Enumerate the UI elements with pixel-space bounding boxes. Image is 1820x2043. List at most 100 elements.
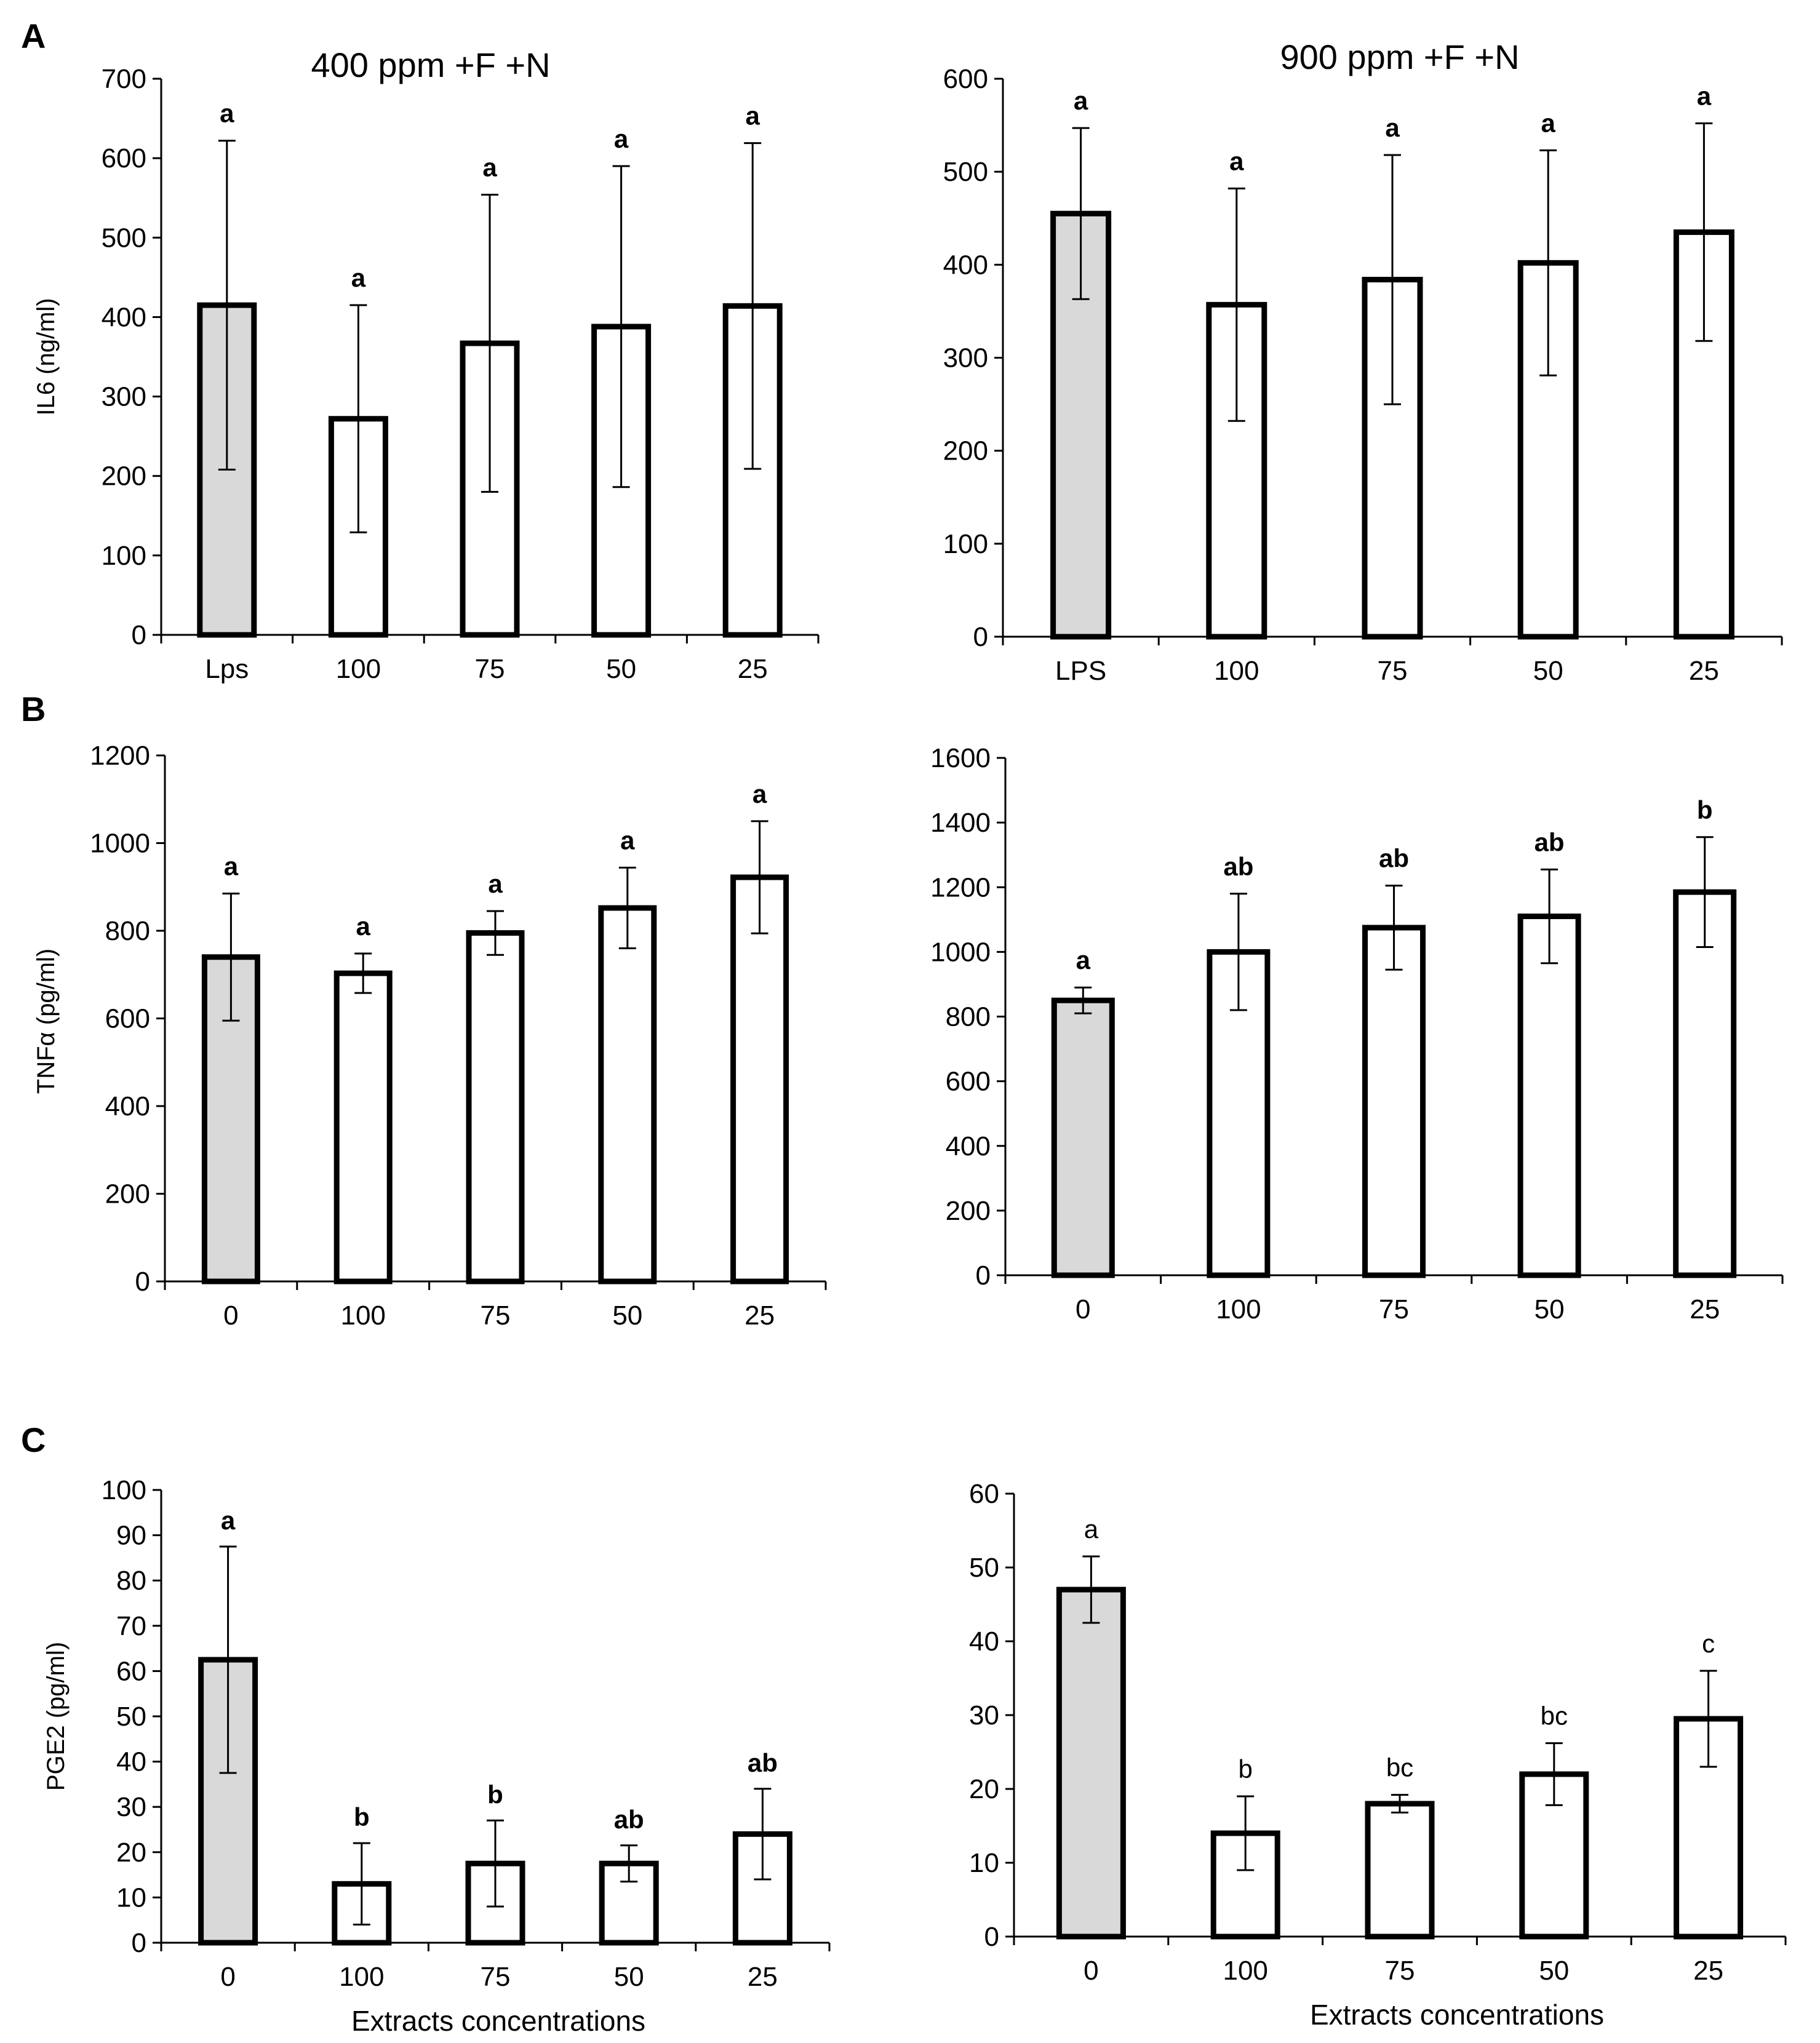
- bar: [1365, 1801, 1435, 1940]
- y-tick-label: 90: [116, 1521, 146, 1551]
- significance-label: a: [221, 1506, 236, 1535]
- chart-a-left: 400 ppm +F +N IL6 (ng/ml) 0 100 200 300 400 500…: [33, 46, 820, 684]
- significance-label: a: [1084, 1515, 1099, 1543]
- bar: [466, 930, 525, 1284]
- y-tick-label: 500: [943, 157, 988, 187]
- y-tick-label: 1000: [90, 829, 150, 859]
- bar: [598, 905, 657, 1284]
- significance-label: a: [746, 102, 760, 130]
- x-tick-label: 0: [220, 1962, 235, 1992]
- x-tick-label: 50: [614, 1962, 644, 1992]
- x-tick-label: 100: [1214, 656, 1259, 686]
- x-tick-label: 75: [1378, 656, 1408, 686]
- y-tick-label: 20: [969, 1774, 999, 1804]
- significance-label: a: [1697, 82, 1712, 111]
- y-axis-label: PGE2 (pg/ml): [42, 1642, 70, 1791]
- y-tick-label: 200: [943, 436, 988, 466]
- x-tick-label: 75: [1379, 1294, 1409, 1324]
- significance-label: a: [488, 869, 503, 898]
- y-tick-label: 0: [132, 620, 146, 650]
- y-tick-label: 300: [102, 382, 146, 412]
- chart-c-left: PGE2 (pg/ml) Extracts concentrations 0 10 20…: [42, 1475, 831, 2037]
- x-tick-label: 100: [339, 1962, 384, 1992]
- x-tick-label: 100: [1216, 1294, 1261, 1324]
- y-tick-label: 600: [105, 1004, 150, 1034]
- significance-label: a: [1541, 108, 1556, 137]
- y-axis-label: TNFα (pg/ml): [33, 949, 60, 1094]
- y-tick-label: 40: [116, 1747, 146, 1777]
- y-tick-label: 700: [102, 64, 146, 94]
- significance-label: a: [620, 826, 635, 854]
- significance-label: ab: [614, 1805, 644, 1834]
- x-tick-label: 100: [336, 654, 381, 684]
- y-tick-label: 60: [969, 1479, 999, 1509]
- x-tick-label: 25: [744, 1300, 775, 1331]
- significance-label: bc: [1541, 1702, 1568, 1730]
- x-tick-label: 0: [1076, 1294, 1090, 1324]
- x-tick-label: 0: [223, 1300, 238, 1331]
- y-axis-label: IL6 (ng/ml): [33, 298, 60, 415]
- x-tick-label: 100: [340, 1300, 385, 1331]
- y-tick-label: 80: [116, 1566, 146, 1596]
- y-tick-label: 1600: [930, 743, 991, 773]
- y-tick-label: 1000: [930, 937, 991, 967]
- x-tick-label: 75: [475, 654, 505, 684]
- significance-label: b: [354, 1802, 370, 1831]
- y-tick-label: 100: [102, 1475, 146, 1505]
- y-tick-label: 400: [943, 250, 988, 280]
- x-tick-label: 50: [1533, 656, 1563, 686]
- y-tick-label: 400: [105, 1091, 150, 1121]
- x-tick-label: 25: [1690, 1294, 1720, 1324]
- significance-label: b: [487, 1780, 503, 1809]
- x-tick-label: 0: [1084, 1956, 1098, 1986]
- x-tick-label: 50: [606, 654, 636, 684]
- significance-label: ab: [1535, 827, 1565, 856]
- y-tick-label: 70: [116, 1611, 146, 1641]
- y-tick-label: 30: [969, 1700, 999, 1730]
- y-tick-label: 40: [969, 1627, 999, 1657]
- panel-label-c: C: [21, 1420, 46, 1459]
- y-tick-label: 50: [116, 1702, 146, 1732]
- y-tick-label: 100: [102, 541, 146, 571]
- y-tick-label: 50: [969, 1553, 999, 1583]
- chart-title: 900 ppm +F +N: [1280, 38, 1519, 76]
- x-tick-label: 25: [748, 1962, 778, 1992]
- significance-label: b: [1239, 1754, 1253, 1783]
- y-tick-label: 0: [984, 1922, 999, 1952]
- y-tick-label: 10: [969, 1848, 999, 1878]
- significance-label: ab: [1223, 852, 1253, 881]
- x-tick-label: 75: [1385, 1956, 1415, 1986]
- significance-label: a: [224, 851, 239, 880]
- x-tick-label: 100: [1223, 1956, 1267, 1986]
- chart-a-right: 900 ppm +F +N 0 100 200 300 400 500 600 a LPS a 100…: [943, 38, 1783, 686]
- x-tick-label: 75: [481, 1300, 511, 1331]
- y-tick-label: 30: [116, 1792, 146, 1822]
- significance-label: a: [1229, 146, 1244, 175]
- y-tick-label: 0: [135, 1267, 150, 1297]
- y-tick-label: 100: [943, 529, 988, 559]
- y-tick-label: 0: [132, 1928, 146, 1958]
- y-tick-label: 800: [946, 1002, 991, 1032]
- chart-b-left: TNFα (pg/ml) 0 200 400 600 800 1000 1200 a 0 a 100 a…: [33, 741, 827, 1331]
- y-tick-label: 600: [946, 1067, 991, 1097]
- significance-label: a: [752, 779, 767, 808]
- chart-c-right: Extracts concentrations 0 10 20 30 40 50 60 a 0 b 1…: [969, 1479, 1787, 2031]
- x-axis-label: Extracts concentrations: [351, 2005, 645, 2037]
- y-tick-label: 1400: [930, 808, 991, 838]
- y-tick-label: 200: [105, 1179, 150, 1209]
- x-tick-label: 50: [1539, 1956, 1569, 1986]
- bar: [333, 970, 393, 1284]
- y-tick-label: 800: [105, 916, 150, 946]
- y-tick-label: 0: [976, 1260, 991, 1291]
- significance-label: a: [614, 124, 629, 153]
- x-tick-label: LPS: [1055, 656, 1106, 686]
- bar: [1056, 1587, 1126, 1940]
- panel-label-b: B: [21, 690, 46, 728]
- y-tick-label: 0: [973, 622, 988, 652]
- significance-label: a: [220, 99, 234, 128]
- y-tick-label: 60: [116, 1656, 146, 1686]
- y-tick-label: 400: [946, 1131, 991, 1161]
- significance-label: a: [351, 263, 366, 292]
- y-tick-label: 200: [946, 1196, 991, 1226]
